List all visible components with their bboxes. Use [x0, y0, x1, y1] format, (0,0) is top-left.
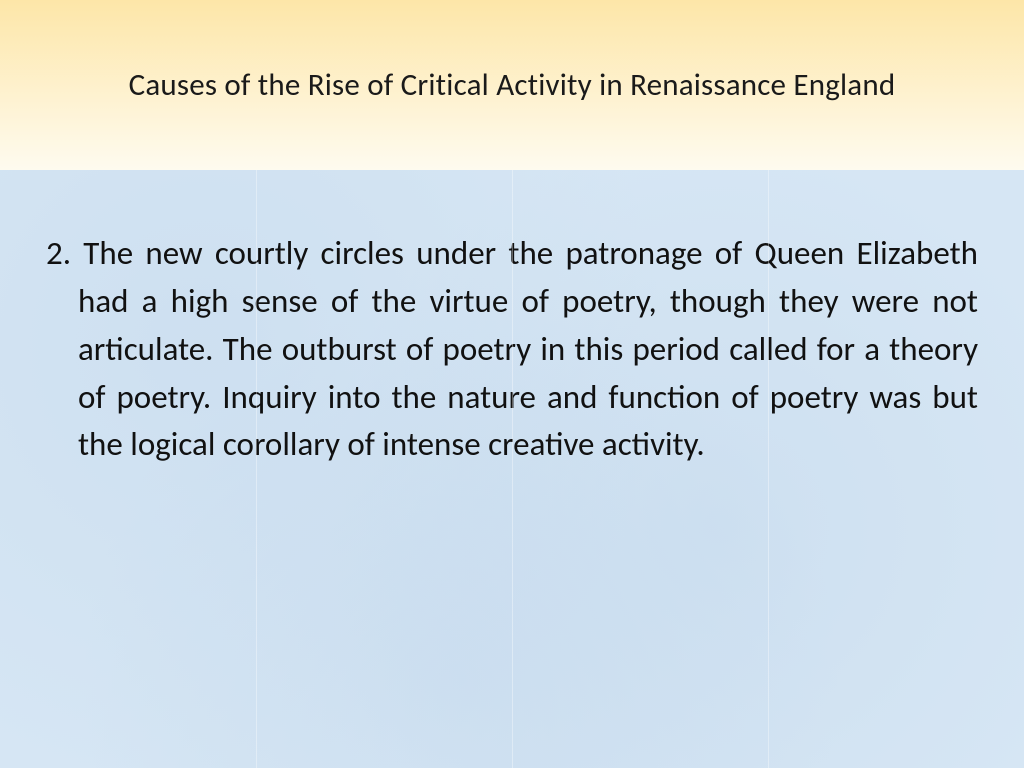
slide: Causes of the Rise of Critical Activity … — [0, 0, 1024, 768]
title-bar: Causes of the Rise of Critical Activity … — [0, 0, 1024, 170]
slide-body-text: 2. The new courtly circles under the pat… — [46, 230, 978, 469]
slide-title: Causes of the Rise of Critical Activity … — [129, 66, 896, 104]
body-area: 2. The new courtly circles under the pat… — [0, 170, 1024, 768]
